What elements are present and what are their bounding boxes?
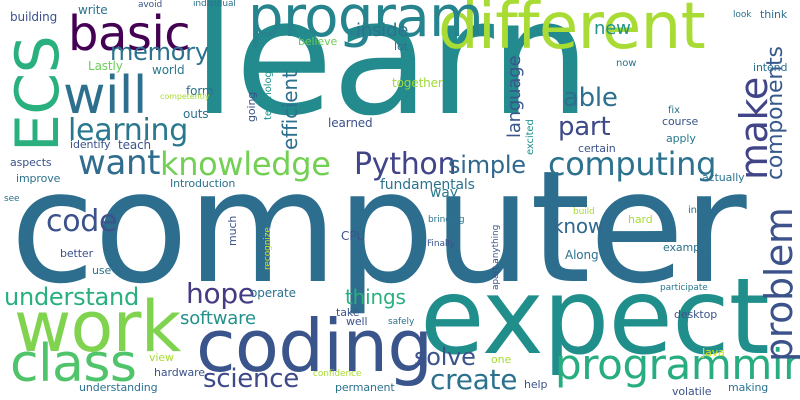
word-aspects: aspects xyxy=(10,156,52,169)
word-now: now xyxy=(616,58,637,69)
word-certain: certain xyxy=(578,142,616,155)
word-want: want xyxy=(78,143,161,183)
word-teach: teach xyxy=(118,138,152,152)
word-learned: learned xyxy=(328,116,373,130)
word-expect: expect xyxy=(420,256,770,378)
word-apart-anything: apart anything xyxy=(491,224,501,290)
word-learn: learn xyxy=(192,0,591,151)
word-see: see xyxy=(4,194,20,204)
word-hardware: hardware xyxy=(154,366,205,379)
word-outs: outs xyxy=(183,107,209,121)
word-much: much xyxy=(226,215,239,246)
word-operate: operate xyxy=(250,286,296,300)
word-able: able xyxy=(563,83,618,113)
word-bringing: bringing xyxy=(428,215,465,225)
word-solve: solve xyxy=(414,343,476,371)
word-things: things xyxy=(345,285,406,309)
word-write: write xyxy=(78,3,108,17)
word-avoid: avoid xyxy=(138,0,163,10)
word-improve: improve xyxy=(16,172,61,185)
word-Lastly: Lastly xyxy=(88,59,123,73)
word-use: use xyxy=(92,264,112,277)
word-Introduction: Introduction xyxy=(170,177,236,190)
word-think: think xyxy=(760,8,788,21)
word-Finally: Finally xyxy=(427,239,455,249)
word-world: world xyxy=(152,63,185,77)
word-one: one xyxy=(491,353,512,366)
word-work: work xyxy=(14,286,181,368)
word-code: code xyxy=(46,204,118,239)
word-CPU: CPU xyxy=(341,229,366,243)
word-fix: fix xyxy=(668,105,680,116)
word-language: language xyxy=(504,55,525,138)
word-will: will xyxy=(63,66,147,126)
word-excited: excited xyxy=(525,119,536,155)
word-permanent: permanent xyxy=(335,381,395,394)
word-hard: hard xyxy=(628,213,653,226)
word-basic: basic xyxy=(68,6,191,62)
word-coding: coding xyxy=(196,304,433,388)
word-understand: understand xyxy=(4,283,139,311)
word-desktop: desktop xyxy=(674,308,718,321)
word-software: software xyxy=(180,308,256,329)
word-understanding: understanding xyxy=(79,381,158,394)
word-Along: Along xyxy=(565,248,599,262)
word-problem: problem xyxy=(757,207,800,362)
word-making: making xyxy=(728,381,769,394)
word-believe: believe xyxy=(298,35,338,48)
word-build: build xyxy=(573,207,595,217)
word-simple: simple xyxy=(448,151,526,179)
word-Python: Python xyxy=(354,147,457,182)
word-view: view xyxy=(149,351,174,364)
word-Java: Java xyxy=(702,346,725,359)
word-lot: lot xyxy=(394,40,408,53)
word-form: form xyxy=(186,84,214,98)
word-building: building xyxy=(10,10,58,24)
word-fundamentals: fundamentals xyxy=(380,177,475,193)
word-course: course xyxy=(662,115,699,128)
word-different: different xyxy=(438,0,706,64)
word-technology: technology xyxy=(263,65,274,120)
word-actually: actually xyxy=(702,171,745,184)
word-competently: competently xyxy=(160,92,210,101)
word-intend: intend xyxy=(753,61,788,74)
word-create: create xyxy=(430,363,518,396)
word-better: better xyxy=(60,247,94,260)
word-safely: safely xyxy=(388,317,415,327)
word-new: new xyxy=(594,18,631,39)
word-know: know xyxy=(552,214,605,238)
word-efficient: efficient xyxy=(278,70,302,150)
word-inside: inside xyxy=(356,20,409,41)
word-way: way xyxy=(430,185,458,201)
word-part: part xyxy=(558,112,611,142)
word-take: take xyxy=(336,306,360,319)
word-knowledge: knowledge xyxy=(160,145,331,183)
word-example: example xyxy=(663,241,710,254)
word-together: together xyxy=(392,76,443,90)
word-science: science xyxy=(203,364,300,394)
word-computing: computing xyxy=(548,145,717,183)
word-hope: hope xyxy=(186,277,255,310)
word-programming: programming xyxy=(555,340,800,389)
word-well: well xyxy=(346,315,368,328)
word-participate: participate xyxy=(660,283,708,293)
word-computer: computer xyxy=(10,137,747,318)
word-class: class xyxy=(10,334,137,394)
word-memory: memory xyxy=(110,38,209,66)
word-confidence: confidence xyxy=(313,369,362,379)
word-program: program xyxy=(248,0,484,50)
word-identify: identify xyxy=(70,138,111,151)
word-help: help xyxy=(524,378,548,391)
word-apply: apply xyxy=(666,132,696,145)
word-look: look xyxy=(733,10,752,20)
word-recognize: recognize xyxy=(263,227,273,270)
word-ins: ins xyxy=(688,205,703,216)
word-learning: learning xyxy=(68,113,188,148)
word-ECS: ECS xyxy=(3,35,73,152)
word-individual: individual xyxy=(193,0,236,9)
word-going: going xyxy=(245,91,258,122)
word-volatile: volatile xyxy=(672,385,712,398)
